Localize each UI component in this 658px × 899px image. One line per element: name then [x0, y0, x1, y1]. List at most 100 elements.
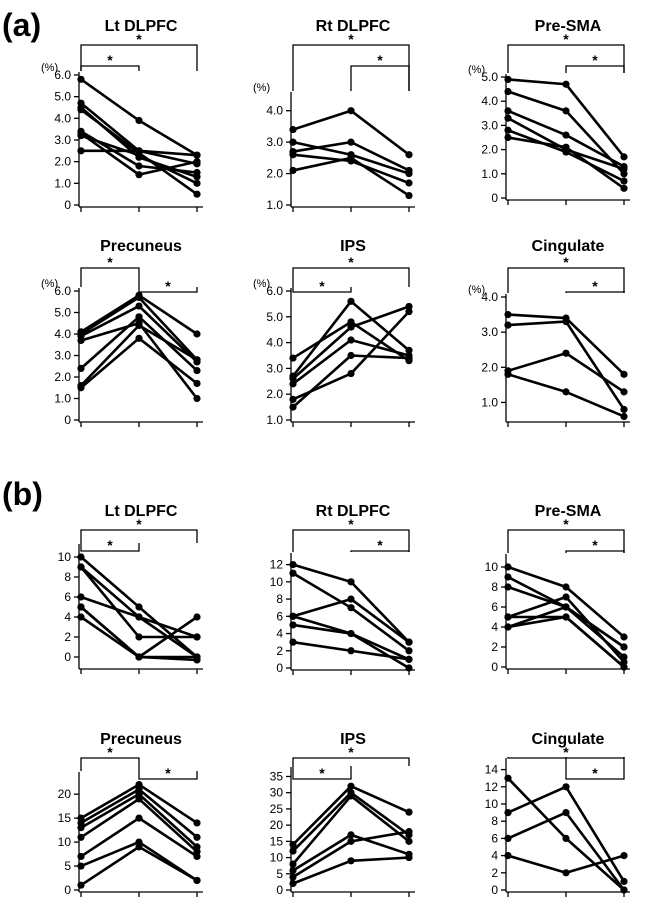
data-point: [289, 395, 297, 403]
data-point: [289, 569, 297, 577]
data-point: [77, 593, 85, 601]
data-point: [405, 808, 413, 816]
significance-star: *: [348, 744, 354, 760]
y-tick-label: 1.0: [481, 167, 498, 181]
significance-bracket: [565, 757, 625, 780]
data-point: [405, 828, 413, 836]
significance-star: *: [165, 765, 171, 781]
data-point: [620, 184, 628, 192]
data-point: [504, 809, 512, 817]
data-point: [193, 356, 201, 364]
significance-star: *: [563, 516, 569, 532]
significance-star: *: [377, 537, 383, 553]
data-point: [77, 833, 85, 841]
data-point: [193, 876, 201, 885]
data-point: [562, 349, 570, 357]
y-tick-label: 3.0: [481, 118, 498, 132]
data-point: [347, 629, 355, 638]
data-point: [347, 647, 355, 655]
data-point: [562, 80, 570, 88]
data-point: [193, 366, 201, 375]
y-tick-label: 0: [276, 661, 283, 675]
unit-label: (%): [468, 284, 485, 296]
y-tick-label: 0: [64, 650, 71, 664]
data-point: [193, 179, 201, 187]
data-point: [347, 107, 355, 115]
chart-panel: Pre-SMA (%) 0 1.0 2.0 3.0 4.0 5.0 * *: [468, 18, 630, 205]
data-point: [77, 384, 85, 392]
data-point: [562, 107, 570, 115]
chart-panel: IPS 0 5 10 15 20 25 30 35 * *: [270, 731, 415, 897]
data-point: [135, 795, 143, 803]
data-point: [347, 323, 355, 331]
data-point: [77, 132, 85, 140]
data-point: [193, 168, 201, 177]
data-point: [347, 857, 355, 865]
data-point: [77, 852, 85, 861]
data-point: [289, 354, 297, 362]
y-tick-label: 4: [491, 849, 498, 863]
series-line: [292, 794, 410, 865]
data-point: [289, 561, 297, 569]
chart-title: Rt DLPFC: [316, 503, 391, 520]
data-point: [562, 583, 570, 591]
data-point: [193, 394, 201, 403]
data-point: [620, 412, 628, 421]
y-tick-label: 6: [276, 609, 283, 623]
chart-title: Rt DLPFC: [316, 18, 391, 35]
data-point: [347, 336, 355, 344]
data-point: [504, 623, 512, 631]
y-tick-label: 3.0: [266, 361, 283, 375]
data-point: [77, 553, 85, 561]
data-point: [135, 843, 143, 851]
data-point: [347, 604, 355, 612]
data-point: [405, 354, 413, 362]
y-tick-label: 10: [485, 560, 499, 574]
data-point: [620, 852, 628, 860]
data-point: [562, 603, 570, 611]
y-tick-label: 2: [64, 630, 71, 644]
y-tick-label: 8: [64, 570, 71, 584]
significance-bracket: [80, 543, 140, 552]
data-point: [405, 308, 413, 316]
data-point: [562, 783, 570, 791]
y-tick-label: 5: [64, 859, 71, 873]
chart-title: Cingulate: [532, 238, 605, 255]
data-point: [77, 364, 85, 372]
data-point: [193, 379, 201, 388]
data-point: [193, 613, 201, 621]
significance-bracket: [292, 766, 352, 780]
y-tick-label: 6: [491, 600, 498, 614]
y-tick-label: 2: [276, 644, 283, 658]
significance-bracket: [507, 529, 625, 553]
data-point: [347, 297, 355, 305]
data-point: [289, 866, 297, 875]
data-point: [347, 351, 355, 360]
data-point: [620, 663, 628, 671]
data-point: [135, 633, 143, 641]
significance-star: *: [165, 278, 171, 294]
data-point: [193, 819, 201, 827]
data-point: [135, 147, 143, 155]
data-point: [289, 621, 297, 629]
data-point: [504, 321, 512, 329]
y-tick-label: 1.0: [54, 392, 71, 406]
significance-star: *: [348, 31, 354, 47]
data-point: [562, 834, 570, 843]
data-point: [289, 138, 297, 146]
chart-panel: Cingulate 0 2 4 6 8 10 12 14 * *: [485, 731, 630, 897]
data-point: [193, 852, 201, 861]
data-point: [405, 638, 413, 646]
y-tick-label: 2.0: [54, 155, 71, 169]
data-point: [347, 792, 355, 800]
data-point: [562, 388, 570, 396]
y-tick-label: 0: [276, 883, 283, 897]
data-point: [135, 321, 143, 329]
significance-star: *: [563, 31, 569, 47]
significance-star: *: [348, 254, 354, 270]
data-point: [289, 375, 297, 383]
y-tick-label: 25: [270, 802, 284, 816]
data-point: [620, 177, 628, 185]
y-tick-label: 6: [491, 831, 498, 845]
significance-bracket: [292, 287, 352, 293]
